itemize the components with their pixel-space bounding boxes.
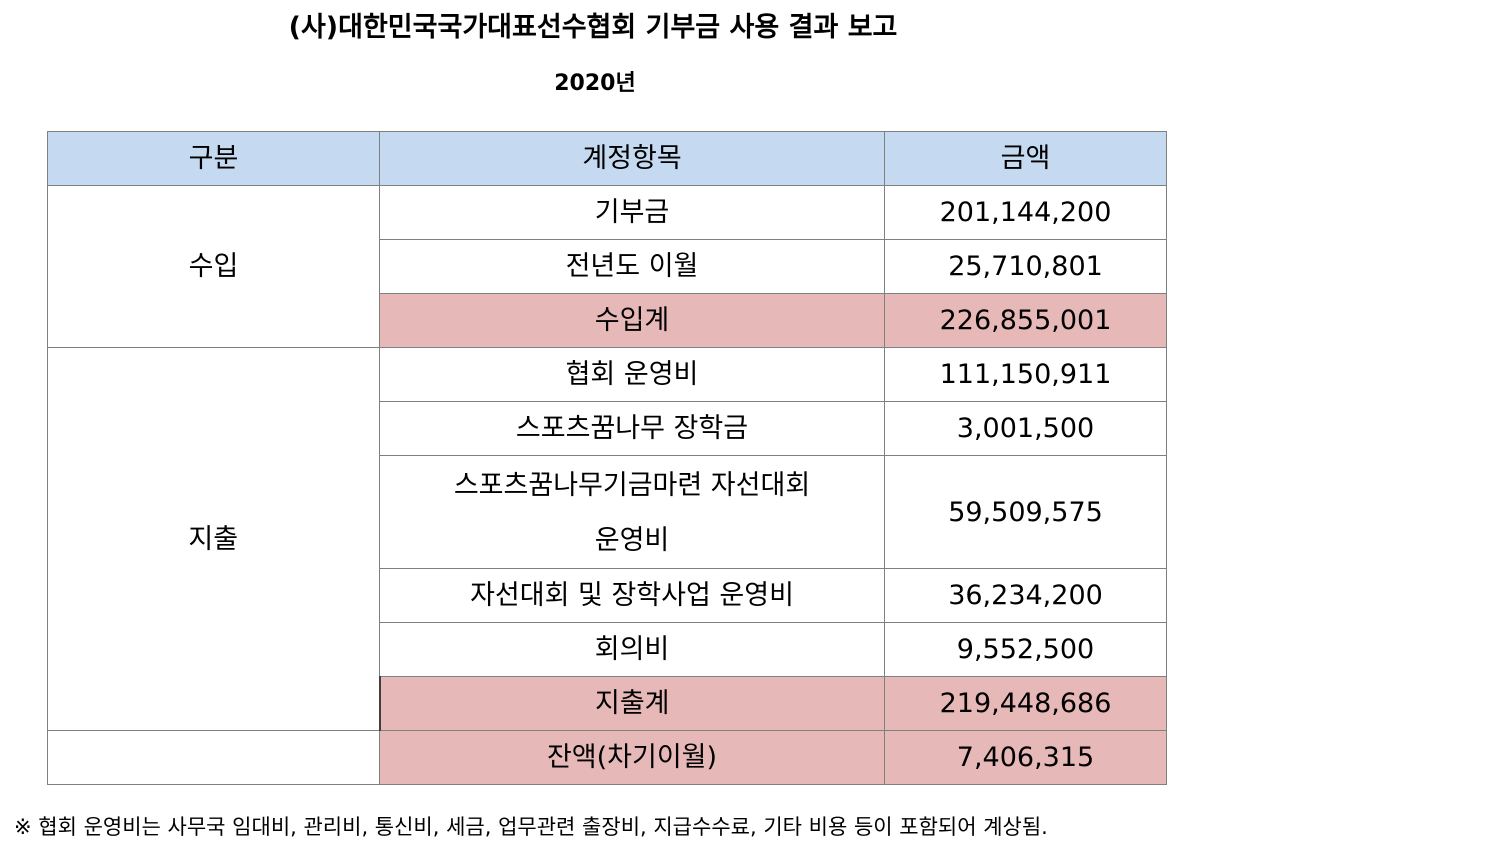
expense-total-row: 지출계 219,448,686 — [48, 676, 1167, 731]
income-total-label: 수입계 — [379, 293, 885, 348]
item-cell: 자선대회 및 장학사업 운영비 — [379, 568, 885, 623]
amount-cell: 36,234,200 — [884, 568, 1167, 623]
balance-row: 잔액(차기이월) 7,406,315 — [47, 730, 1167, 785]
item-cell: 회의비 — [379, 622, 885, 677]
item-line-2: 운영비 — [594, 525, 670, 556]
item-cell: 협회 운영비 — [379, 347, 885, 402]
table-row: 스포츠꿈나무 장학금 3,001,500 — [48, 401, 1167, 456]
header-account-item: 계정항목 — [379, 131, 885, 186]
table-row: 자선대회 및 장학사업 운영비 36,234,200 — [48, 568, 1167, 623]
footnote: ※ 협회 운영비는 사무국 임대비, 관리비, 통신비, 세금, 업무관련 출장… — [14, 815, 1048, 839]
item-cell: 전년도 이월 — [379, 239, 885, 294]
balance-label: 잔액(차기이월) — [379, 730, 885, 785]
item-line-1: 스포츠꿈나무기금마련 자선대회 — [453, 470, 811, 501]
amount-cell: 3,001,500 — [884, 401, 1167, 456]
header-amount: 금액 — [884, 131, 1167, 186]
category-expense: 지출 — [47, 347, 380, 731]
header-category: 구분 — [47, 131, 380, 186]
item-cell: 기부금 — [379, 185, 885, 240]
table-row: 수입 기부금 201,144,200 — [47, 185, 1167, 348]
item-cell: 스포츠꿈나무 장학금 — [379, 401, 885, 456]
table-header-row: 구분 계정항목 금액 — [47, 131, 1167, 186]
table-row: 스포츠꿈나무기금마련 자선대회 운영비 59,509,575 — [48, 455, 1167, 569]
expense-total-amount: 219,448,686 — [884, 676, 1167, 731]
donation-usage-table: 구분 계정항목 금액 수입 기부금 201,144,200 전년도 이월 25,… — [47, 131, 1167, 785]
table-row: 회의비 9,552,500 — [48, 622, 1167, 677]
report-year: 2020년 — [554, 71, 636, 96]
report-title: (사)대한민국국가대표선수협회 기부금 사용 결과 보고 — [288, 12, 898, 43]
item-cell-multiline: 스포츠꿈나무기금마련 자선대회 운영비 — [379, 455, 885, 569]
amount-cell: 111,150,911 — [884, 347, 1167, 402]
income-total-row: 수입계 226,855,001 — [48, 293, 1167, 348]
income-total-amount: 226,855,001 — [884, 293, 1167, 348]
table-row: 전년도 이월 25,710,801 — [48, 239, 1167, 294]
expense-total-label: 지출계 — [378, 676, 885, 731]
balance-category — [47, 730, 380, 785]
balance-amount: 7,406,315 — [884, 730, 1167, 785]
amount-cell: 201,144,200 — [884, 185, 1167, 240]
table-row: 지출 협회 운영비 111,150,911 — [47, 347, 1167, 731]
category-income: 수입 — [47, 185, 380, 348]
amount-cell: 59,509,575 — [884, 455, 1167, 569]
amount-cell: 25,710,801 — [884, 239, 1167, 294]
amount-cell: 9,552,500 — [884, 622, 1167, 677]
